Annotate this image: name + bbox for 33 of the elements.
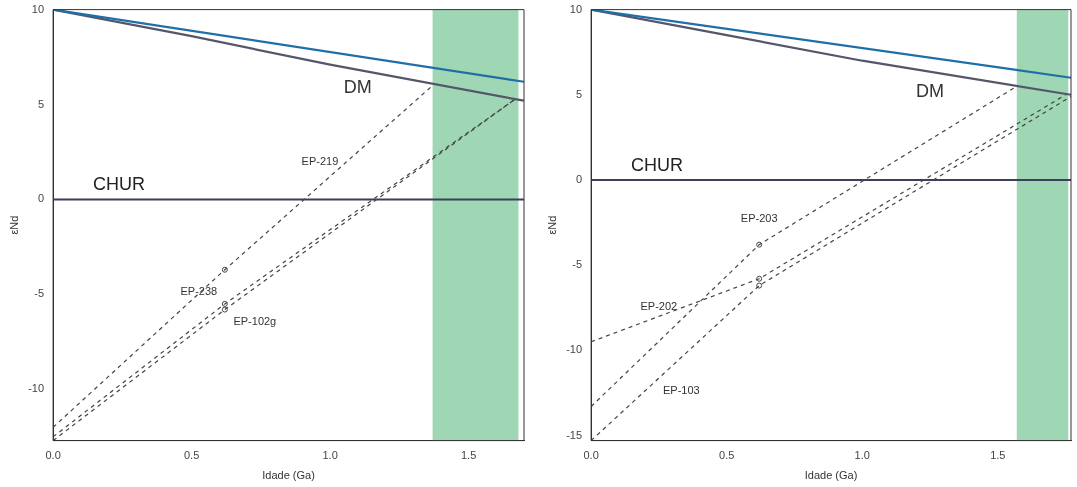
y-tick-label: -10 (566, 343, 583, 356)
ref-line-label: CHUR (93, 174, 146, 195)
x-tick-label: 0.5 (183, 449, 200, 462)
y-tick-label: 10 (569, 2, 583, 15)
y-axis-title: εNd (7, 215, 20, 235)
x-tick-label: 1.5 (460, 449, 477, 462)
x-axis-title: Idade (Ga) (804, 469, 858, 482)
x-tick-label: 1.0 (854, 449, 870, 462)
annotation: EP-103 (662, 383, 700, 396)
x-tick-label: 0.0 (583, 449, 599, 462)
y-tick-label: -5 (572, 258, 583, 271)
x-tick-label: 0.5 (719, 449, 735, 462)
y-tick-label: 0 (37, 192, 45, 205)
annotation: EP-102g (233, 314, 277, 327)
y-tick-label: -5 (34, 287, 45, 300)
y-axis-title: εNd (545, 215, 558, 235)
y-tick-label: 5 (575, 87, 583, 100)
y-tick-label: 5 (37, 97, 45, 110)
y-tick-label: 10 (31, 2, 45, 15)
y-tick-label: -15 (566, 428, 583, 441)
y-tick-label: 0 (575, 172, 583, 185)
x-tick-label: 0.0 (45, 449, 61, 462)
x-axis-title: Idade (Ga) (262, 469, 315, 482)
annotation: EP-203 (740, 211, 778, 224)
annotation: DM (916, 80, 945, 101)
annotation: EP-219 (301, 155, 339, 168)
annotation: DM (343, 76, 372, 97)
x-tick-label: 1.5 (990, 449, 1006, 462)
annotation: EP-202 (640, 300, 678, 313)
ref-line-label: CHUR (631, 154, 684, 175)
annotation: EP-238 (180, 284, 218, 297)
x-tick-label: 1.0 (322, 449, 338, 462)
y-tick-label: -10 (28, 382, 45, 395)
